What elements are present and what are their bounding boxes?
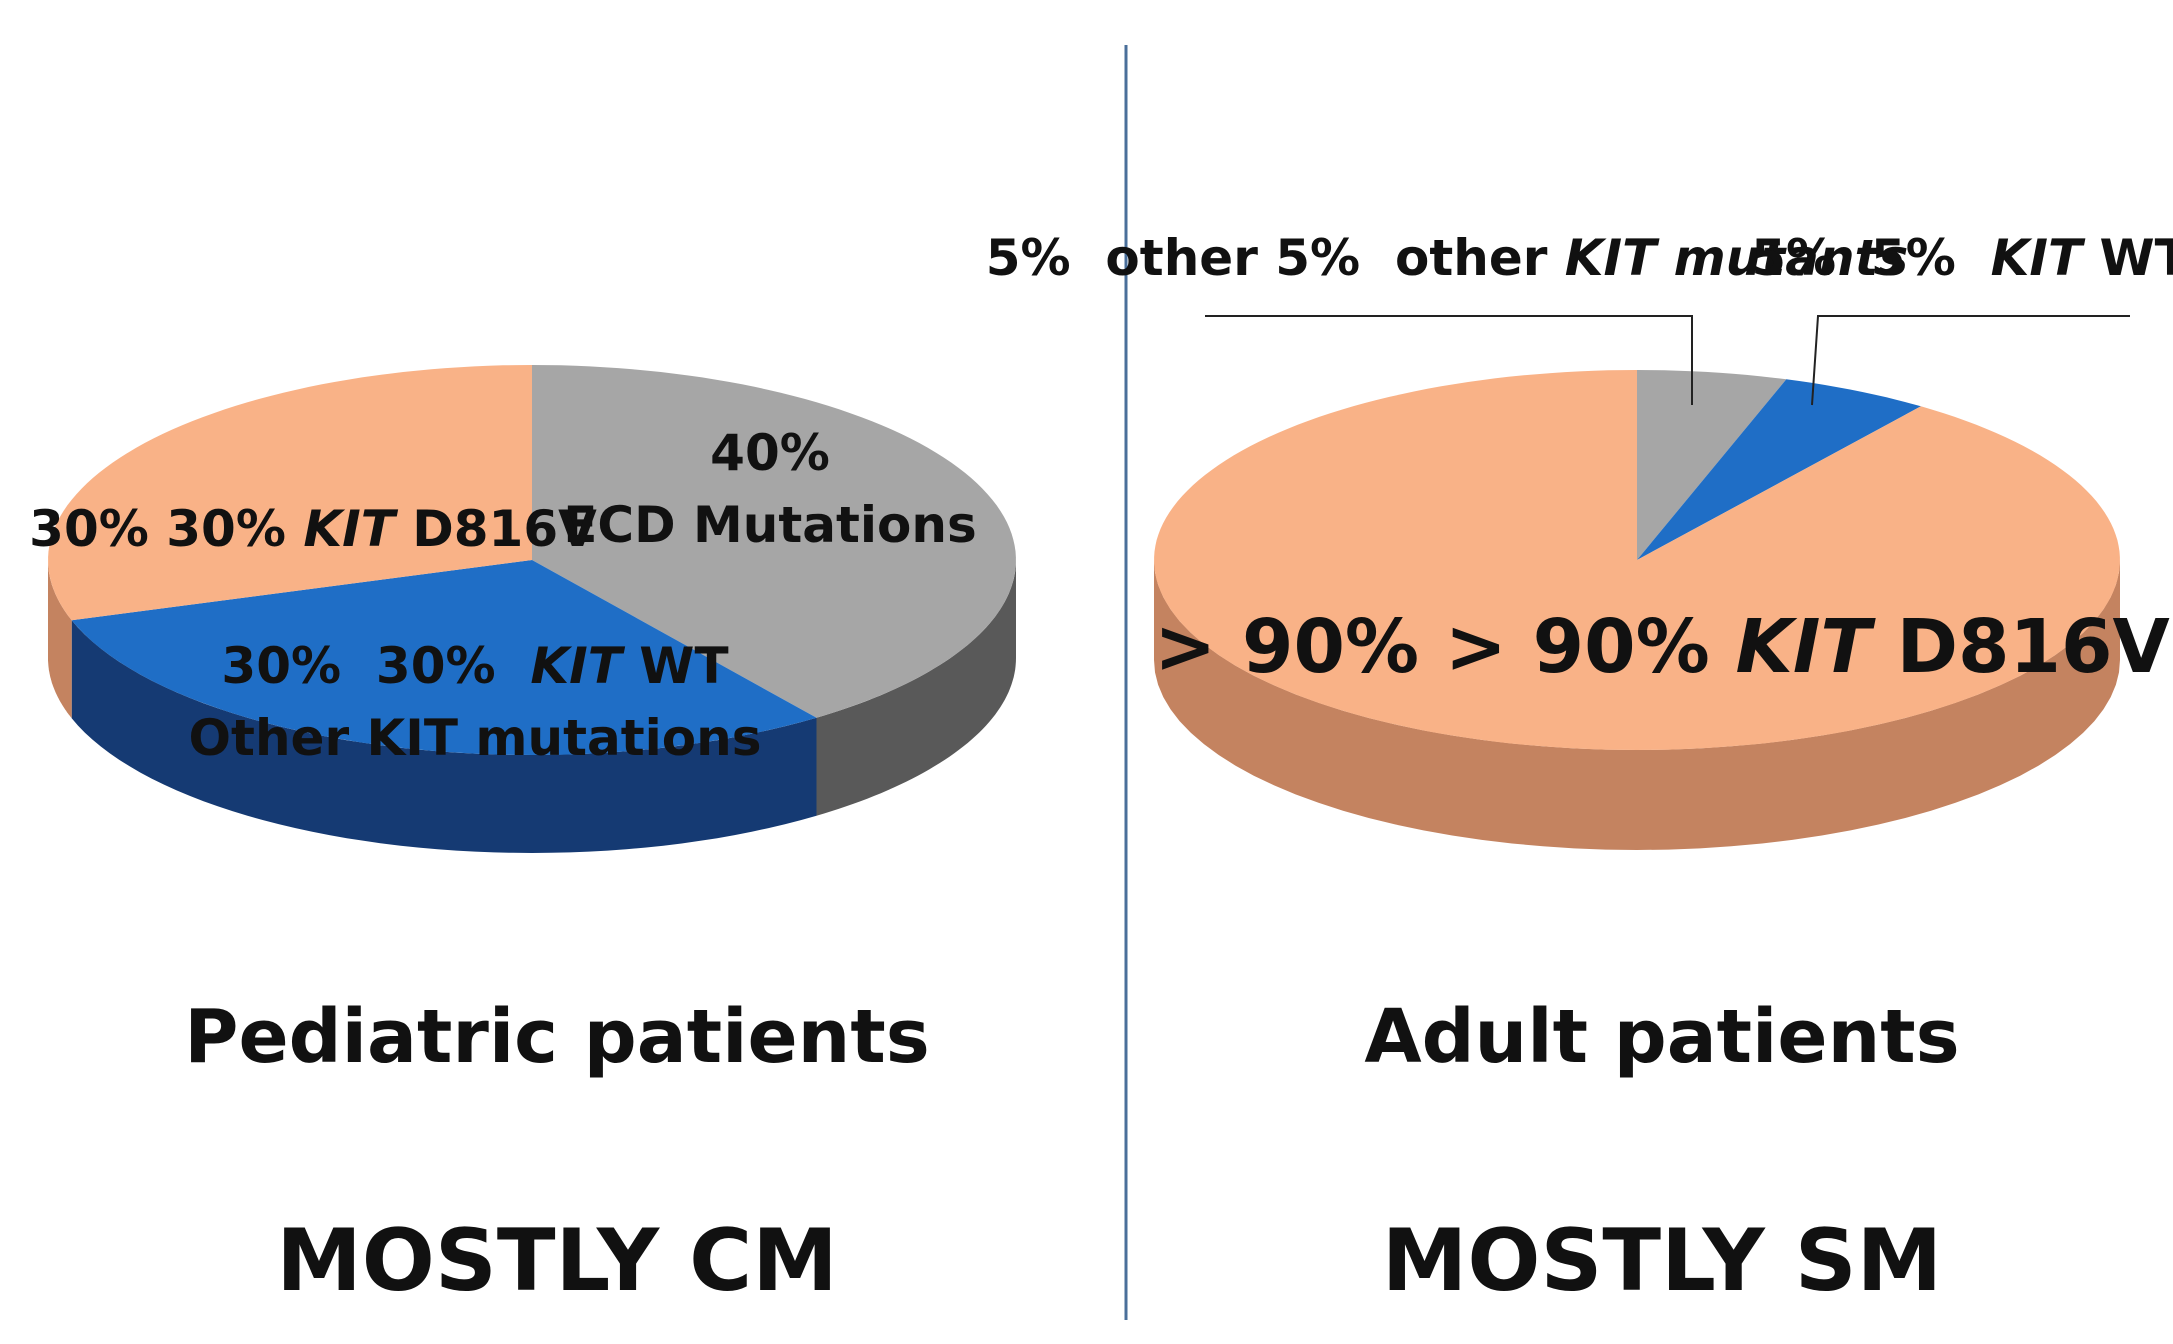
pediatric-pie-chart	[48, 365, 1016, 853]
slice-label-1: 30% 30% KIT WT Other KIT mutations	[189, 637, 762, 767]
adult-subcaption: MOSTLY SM	[1382, 1211, 1942, 1311]
adult-pie-chart	[1154, 370, 2120, 850]
slice-label-0: 5% other 5% other KIT mutants	[986, 229, 1909, 287]
leader-line-1	[1811, 315, 2130, 406]
slice-label-0: 40% ECD Mutations	[563, 424, 977, 554]
pie-slice-0	[532, 365, 1016, 718]
pediatric-subcaption: MOSTLY CM	[276, 1211, 838, 1311]
adult-leader-lines	[1205, 315, 2130, 406]
slice-label-1: 5% 5% KIT WT	[1751, 229, 2173, 287]
adult-caption: Adult patients	[1364, 994, 1959, 1080]
pie-slice-1	[1637, 379, 1921, 560]
slice-label-2: > 90% > 90% KIT D816V	[1154, 604, 2170, 690]
pie-slice-2	[48, 365, 532, 621]
pediatric-panel: 40% ECD Mutations 30% 30% KIT WT Other KIT …	[29, 365, 1016, 1311]
slice-label-2: 30% 30% KIT D816V	[29, 500, 597, 558]
pie-slice-2	[1154, 370, 2120, 750]
leader-line-0	[1205, 315, 1693, 405]
pie-slice-side	[816, 560, 1016, 816]
pie-slice-side	[1154, 560, 2120, 850]
pediatric-slice-labels: 40% ECD Mutations 30% 30% KIT WT Other KIT …	[29, 424, 977, 767]
pie-slice-side	[48, 560, 72, 719]
pie-slice-side	[71, 620, 817, 853]
pie-slice-1	[71, 560, 817, 755]
pie-slice-0	[1637, 370, 1787, 560]
pediatric-caption: Pediatric patients	[184, 994, 930, 1080]
